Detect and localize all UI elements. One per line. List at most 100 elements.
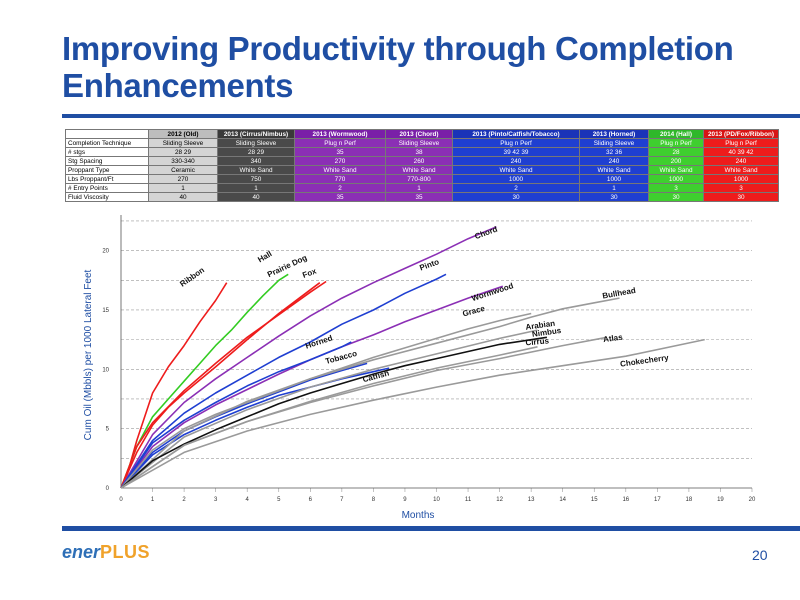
table-row: Proppant Type Ceramic White Sand White Sand… (65, 165, 779, 175)
table-cell: Sliding Sleeve (217, 138, 295, 148)
x-tick-label: 8 (372, 497, 376, 503)
y-axis-label: Cum Oil (Mbbls) per 1000 Lateral Feet (83, 269, 94, 440)
x-tick-label: 18 (686, 497, 693, 503)
table-cell: White Sand (385, 165, 453, 175)
table-cell: 750 (217, 174, 295, 184)
table-cell: 28 29 (217, 147, 295, 157)
table-cell: 240 (703, 156, 779, 166)
x-tick-label: 19 (717, 497, 724, 503)
table-cell: 240 (452, 156, 580, 166)
series-line-arabian (120, 329, 538, 489)
table-header-cell: 2013 (Horned) (579, 129, 649, 139)
table-row-label: Stg Spacing (65, 156, 149, 166)
series-line-chord (120, 226, 497, 489)
table-cell: 240 (579, 156, 649, 166)
y-tick-label: 10 (102, 367, 109, 373)
x-tick-label: 10 (433, 497, 440, 503)
cumulative-oil-chart: 0 1 2 3 4 5 6 7 8 9 10 11 12 13 14 15 16 17 18 19 2005101520… (83, 215, 756, 521)
table-cell: 1000 (452, 174, 580, 184)
completion-table: 2012 (Old) 2013 (Cirrus/Nimbus) 2013 (Worm… (65, 129, 779, 202)
table-cell: 770-800 (385, 174, 453, 184)
series-label-chord: Chord (474, 225, 499, 242)
table-row: # stgs 28 29 28 29 35 38 39 42 39 32 36 28 40 39… (65, 147, 779, 157)
series-line-chokecherry (120, 338, 705, 489)
series-line-atlas (120, 336, 608, 489)
series-label-grace: Grace (462, 304, 487, 319)
table-row-label: Completion Technique (65, 138, 149, 148)
series-line-prairie-dog (120, 282, 321, 489)
series-label-arabian: Arabian (525, 319, 556, 332)
table-cell: White Sand (648, 165, 704, 175)
table-cell: Sliding Sleeve (148, 138, 218, 148)
enerplus-logo: enerPLUS (62, 542, 150, 563)
series-label-horned: Horned (304, 333, 334, 350)
logo-text-plus: PLUS (100, 542, 151, 562)
table-row-label: # stgs (65, 147, 149, 157)
y-tick-label: 0 (106, 486, 110, 492)
chart-series (120, 226, 705, 489)
table-corner (65, 129, 149, 139)
table-cell: 28 (648, 147, 704, 157)
table-row-label: # Entry Points (65, 183, 149, 193)
x-tick-label: 1 (151, 497, 155, 503)
table-cell: Plug n Perf (648, 138, 704, 148)
table-header-cell: 2012 (Old) (148, 129, 218, 139)
table-cell: 40 (148, 192, 218, 202)
table-cell: 1000 (703, 174, 779, 184)
table-cell: 200 (648, 156, 704, 166)
series-line-hall (120, 273, 289, 489)
table-cell: 28 29 (148, 147, 218, 157)
series-label-cirrus: Cirrus (525, 336, 550, 347)
table-cell: Plug n Perf (294, 138, 386, 148)
table-cell: 270 (148, 174, 218, 184)
completion-table-header: 2012 (Old) 2013 (Cirrus/Nimbus) 2013 (Worm… (65, 129, 779, 139)
series-line-ribbon (120, 282, 228, 489)
table-cell: Plug n Perf (703, 138, 779, 148)
series-line-nimbus (120, 336, 548, 489)
series-label-wormwood: Wormwood (470, 281, 514, 303)
series-label-fox: Fox (301, 266, 318, 280)
series-label-nimbus: Nimbus (531, 326, 562, 339)
x-tick-label: 11 (465, 497, 472, 503)
page-title-line1: Improving Productivity through Completio… (62, 30, 734, 67)
table-cell: Ceramic (148, 165, 218, 175)
x-tick-label: 7 (340, 497, 344, 503)
table-cell: 40 (217, 192, 295, 202)
table-cell: White Sand (294, 165, 386, 175)
table-row: Lbs Proppant/Ft 270 750 770 770-800 1000 1000 1… (65, 174, 779, 184)
table-cell: 330-340 (148, 156, 218, 166)
table-header-cell: 2014 (Hall) (648, 129, 704, 139)
x-tick-label: 20 (749, 497, 756, 503)
logo-text-ener: ener (62, 542, 101, 562)
series-label-pinto: Pinto (418, 257, 440, 272)
table-cell: 260 (385, 156, 453, 166)
table-cell: Plug n Perf (452, 138, 580, 148)
table-row-label: Lbs Proppant/Ft (65, 174, 149, 184)
series-line-bullhead (120, 297, 620, 489)
table-row-label: Proppant Type (65, 165, 149, 175)
series-line-pinto (120, 273, 447, 489)
x-axis-label: Months (402, 510, 435, 521)
series-label-atlas: Atlas (603, 332, 624, 344)
x-tick-label: 15 (591, 497, 598, 503)
x-tick-label: 13 (528, 497, 535, 503)
x-tick-label: 5 (277, 497, 281, 503)
table-row: # Entry Points 1 1 2 1 2 1 3 3 (65, 183, 779, 193)
table-cell: 770 (294, 174, 386, 184)
table-cell: 2 (452, 183, 580, 193)
table-header-cell: 2013 (PD/Fox/Ribbon) (703, 129, 779, 139)
x-tick-label: 14 (559, 497, 566, 503)
footer-divider (62, 526, 800, 531)
table-cell: 1000 (579, 174, 649, 184)
series-line-cirrus (120, 346, 538, 489)
table-cell: 270 (294, 156, 386, 166)
series-line-tobacco (120, 362, 368, 489)
table-cell: Sliding Sleeve (579, 138, 649, 148)
x-tick-label: 16 (622, 497, 629, 503)
table-cell: 3 (703, 183, 779, 193)
table-cell: 32 36 (579, 147, 649, 157)
table-cell: White Sand (703, 165, 779, 175)
table-cell: 340 (217, 156, 295, 166)
page-title-line2: Enhancements (62, 67, 294, 104)
table-cell: White Sand (579, 165, 649, 175)
